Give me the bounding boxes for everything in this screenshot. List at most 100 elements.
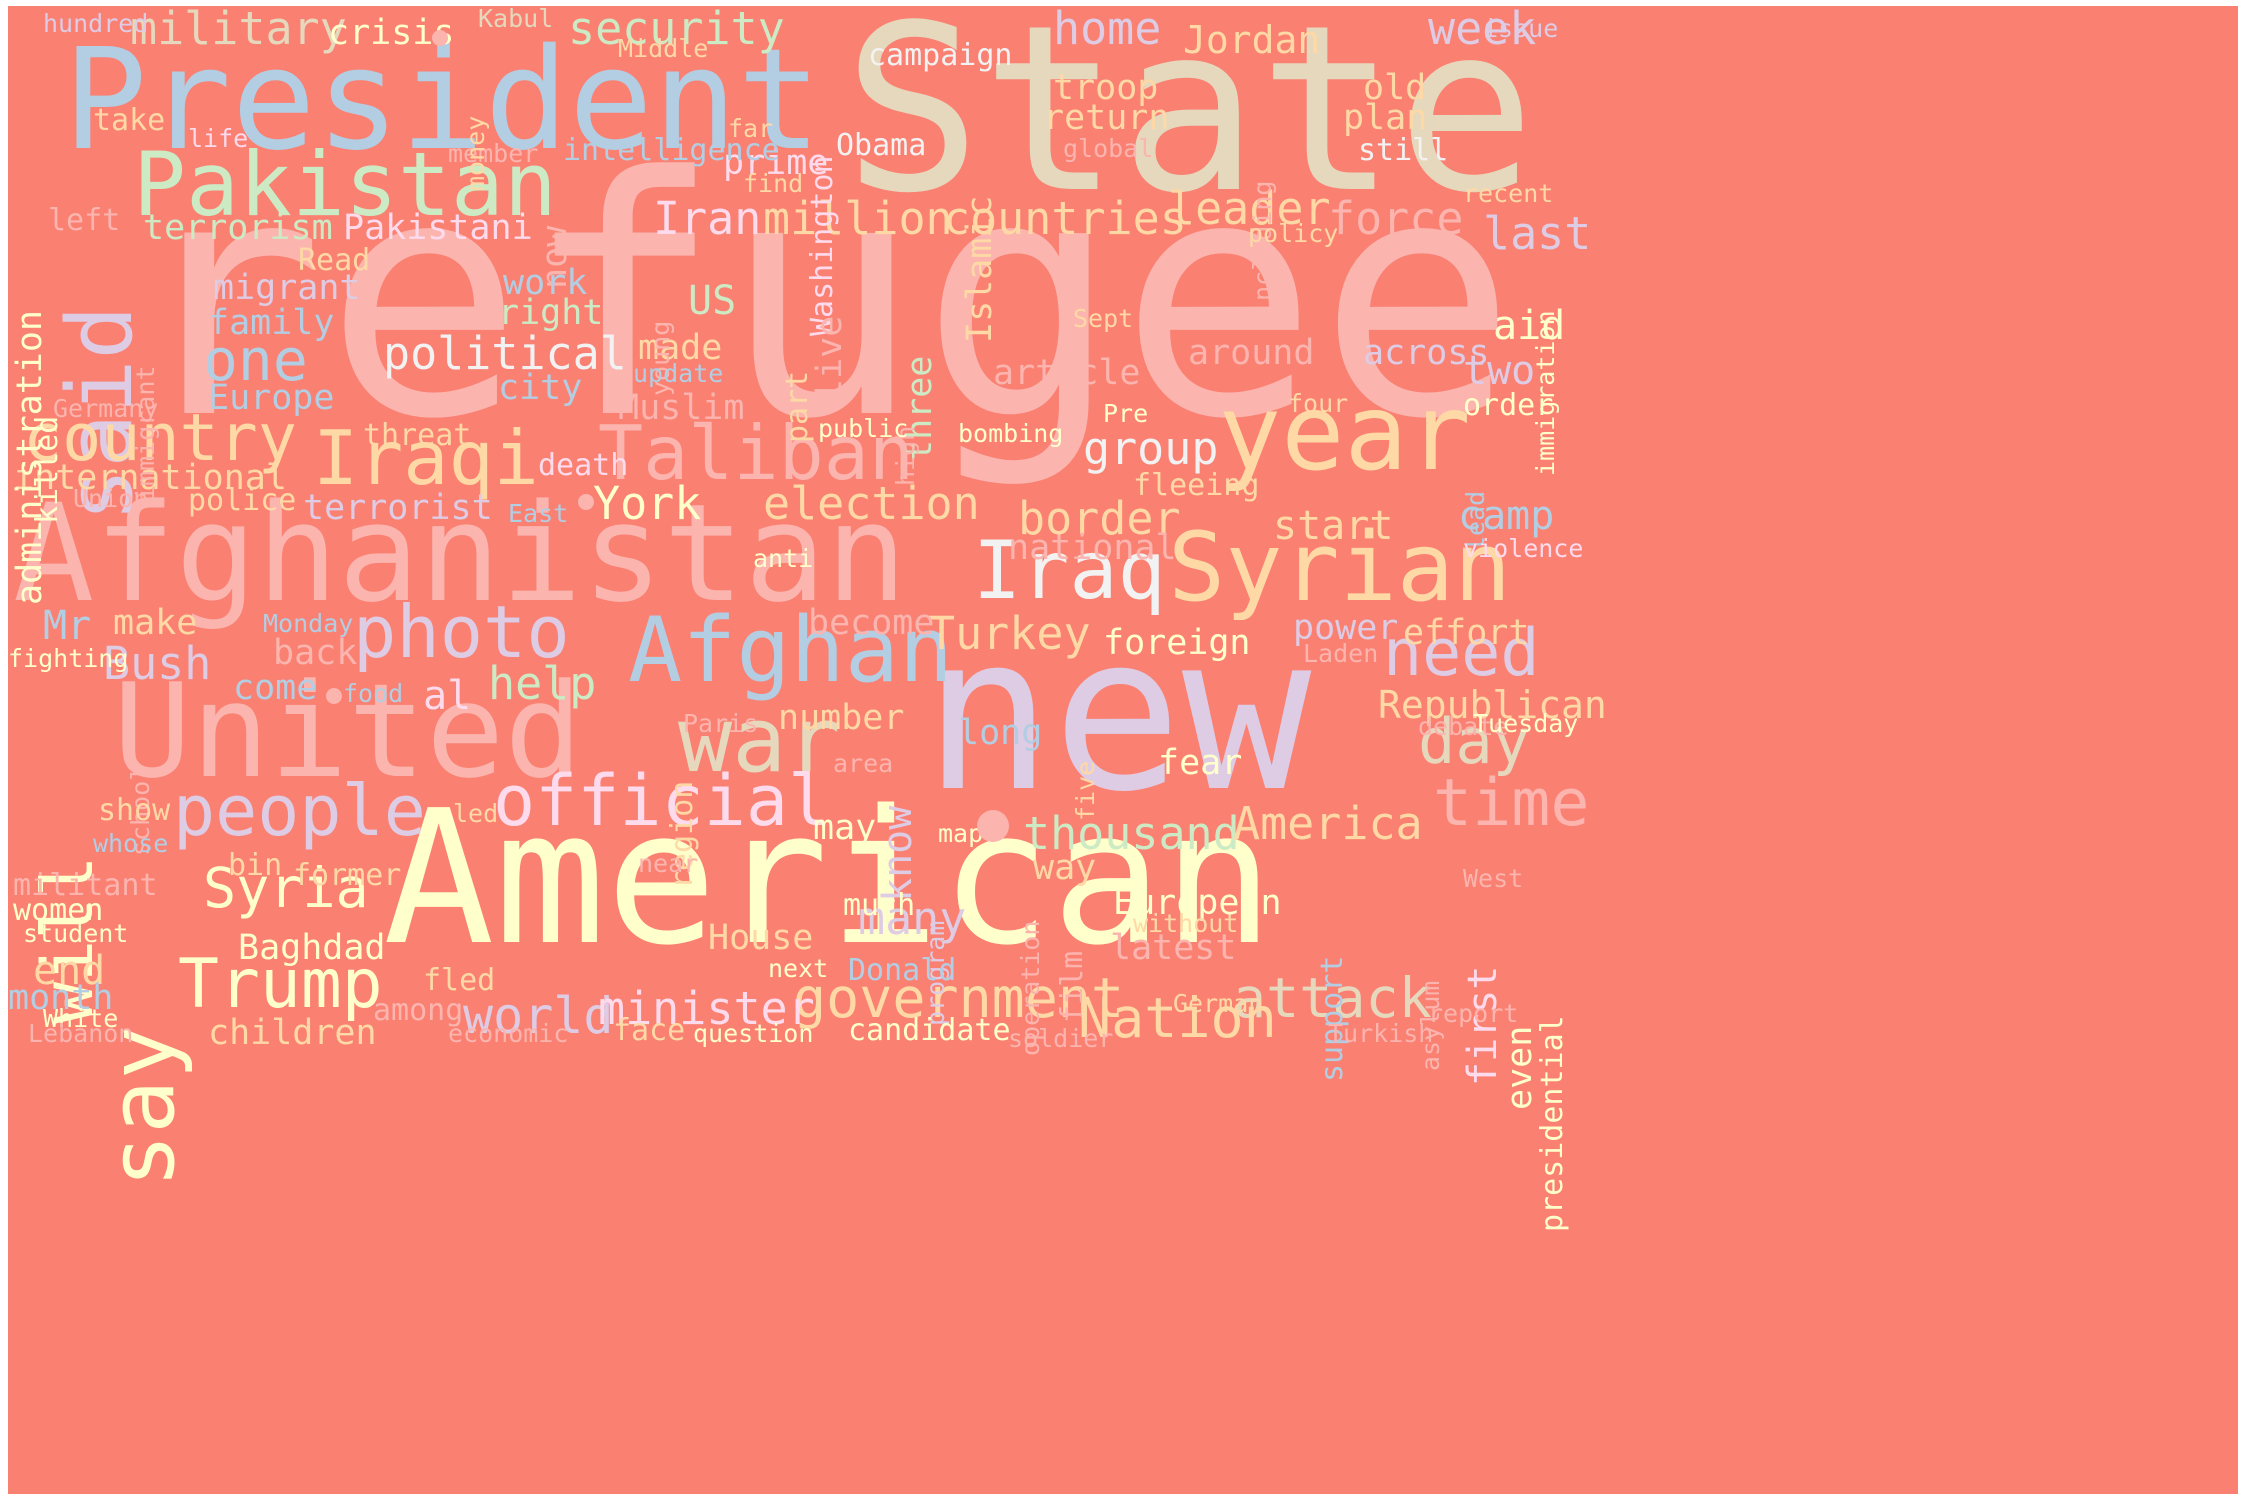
word-children: children bbox=[208, 1016, 377, 1051]
word-union: Union bbox=[73, 486, 148, 511]
word-mr: Mr bbox=[43, 606, 91, 646]
dot-mark bbox=[578, 494, 594, 510]
word-laden: Laden bbox=[1303, 641, 1378, 666]
word-fighting: fighting bbox=[8, 646, 128, 671]
word-threat: threat bbox=[363, 421, 471, 451]
word-help: help bbox=[488, 661, 596, 706]
word-us: US bbox=[688, 281, 736, 321]
word-led: led bbox=[453, 801, 498, 826]
word-order: order bbox=[1463, 391, 1553, 421]
word-back: back bbox=[273, 636, 357, 671]
word-show: show bbox=[98, 796, 170, 826]
word-next: next bbox=[768, 956, 828, 981]
word-plan: plan bbox=[1343, 101, 1427, 136]
word-islamic: Islamic bbox=[963, 195, 998, 343]
word-update: update bbox=[633, 361, 723, 386]
word-right: right bbox=[498, 296, 603, 331]
word-far: far bbox=[728, 116, 773, 141]
word-pre: Pre bbox=[1103, 401, 1148, 426]
word-turkey: Turkey bbox=[928, 611, 1091, 656]
word-fleeing: fleeing bbox=[1133, 471, 1259, 501]
word-soldier: soldier bbox=[1008, 1026, 1113, 1051]
word-official: official bbox=[493, 766, 830, 836]
word-candidate: candidate bbox=[848, 1016, 1011, 1046]
word-europe: Europe bbox=[208, 381, 334, 416]
word-violence: violence bbox=[1463, 536, 1583, 561]
word-national: national bbox=[1008, 531, 1177, 566]
word-policy: policy bbox=[1248, 221, 1338, 246]
word-east: East bbox=[508, 501, 568, 526]
word-read: Read bbox=[298, 246, 370, 276]
word-election: election bbox=[763, 481, 980, 526]
word-house: House bbox=[708, 921, 813, 956]
word-left: left bbox=[48, 206, 120, 236]
word-military: military bbox=[130, 6, 347, 51]
word-germany: Germany bbox=[53, 396, 158, 421]
word-washington: Washington bbox=[808, 155, 838, 336]
word-four: four bbox=[1288, 391, 1348, 416]
dot-mark bbox=[977, 810, 1009, 842]
word-global: global bbox=[1063, 136, 1153, 161]
word-group: group bbox=[1083, 426, 1218, 471]
word-obama: Obama bbox=[836, 131, 926, 161]
word-even: even bbox=[1503, 1026, 1538, 1110]
word-al: al bbox=[423, 676, 471, 716]
word-long: long bbox=[958, 716, 1042, 751]
word-recent: recent bbox=[1463, 181, 1553, 206]
word-including: including bbox=[1250, 181, 1275, 316]
word-last: last bbox=[1483, 211, 1591, 256]
word-still: still bbox=[1358, 136, 1448, 166]
word-area: area bbox=[833, 751, 893, 776]
word-baghdad: Baghdad bbox=[238, 931, 386, 966]
word-number: number bbox=[778, 701, 904, 736]
word-near: near bbox=[638, 851, 698, 876]
word-take: take bbox=[93, 106, 165, 136]
word-time: time bbox=[1433, 771, 1590, 836]
word-city: city bbox=[498, 371, 582, 406]
word-much: much bbox=[843, 891, 915, 921]
word-york: York bbox=[593, 481, 701, 526]
dot-mark bbox=[432, 30, 448, 46]
word-food: food bbox=[343, 681, 403, 706]
word-anti: anti bbox=[753, 546, 813, 571]
word-presidential: presidential bbox=[1538, 1015, 1568, 1232]
word-issue: issue bbox=[1483, 16, 1558, 41]
word-return: return bbox=[1043, 101, 1169, 136]
word-iran: Iran bbox=[653, 196, 761, 241]
word-question: question bbox=[693, 1021, 813, 1046]
word-part: part bbox=[783, 371, 813, 443]
word-tuesday: Tuesday bbox=[1473, 711, 1578, 736]
dot-mark bbox=[326, 688, 342, 704]
word-campaign: campaign bbox=[868, 41, 1013, 71]
word-death: death bbox=[538, 451, 628, 481]
word-sept: Sept bbox=[1073, 306, 1133, 331]
word-around: around bbox=[1188, 336, 1314, 371]
word-west: West bbox=[1463, 866, 1523, 891]
word-effort: effort bbox=[1403, 616, 1529, 651]
word-hundred: hundred bbox=[43, 11, 148, 36]
word-foreign: foreign bbox=[1103, 626, 1251, 661]
word-america: America bbox=[1233, 801, 1423, 846]
word-fear: fear bbox=[1158, 746, 1242, 781]
word-face: face bbox=[613, 1016, 685, 1046]
word-make: make bbox=[113, 606, 197, 641]
word-killed: killed bbox=[33, 416, 63, 524]
word-force: force bbox=[1328, 196, 1463, 241]
word-turkish: Turkish bbox=[1328, 1021, 1433, 1046]
word-kabul: Kabul bbox=[478, 6, 553, 31]
word-home: home bbox=[1053, 6, 1161, 51]
word-million: million bbox=[763, 196, 953, 241]
word-middle: Middle bbox=[618, 36, 708, 61]
word-way: way bbox=[1033, 851, 1096, 886]
word-fled: fled bbox=[423, 966, 495, 996]
word-find: find bbox=[743, 171, 803, 196]
word-across: across bbox=[1363, 336, 1489, 371]
word-police: police bbox=[188, 486, 296, 516]
word-public: public bbox=[818, 416, 908, 441]
word-muslim: Muslim bbox=[618, 391, 744, 426]
word-article: article bbox=[993, 356, 1141, 391]
word-come: come bbox=[233, 671, 317, 706]
word-latest: latest bbox=[1110, 931, 1236, 966]
word-lebanon: Lebanon bbox=[28, 1021, 133, 1046]
